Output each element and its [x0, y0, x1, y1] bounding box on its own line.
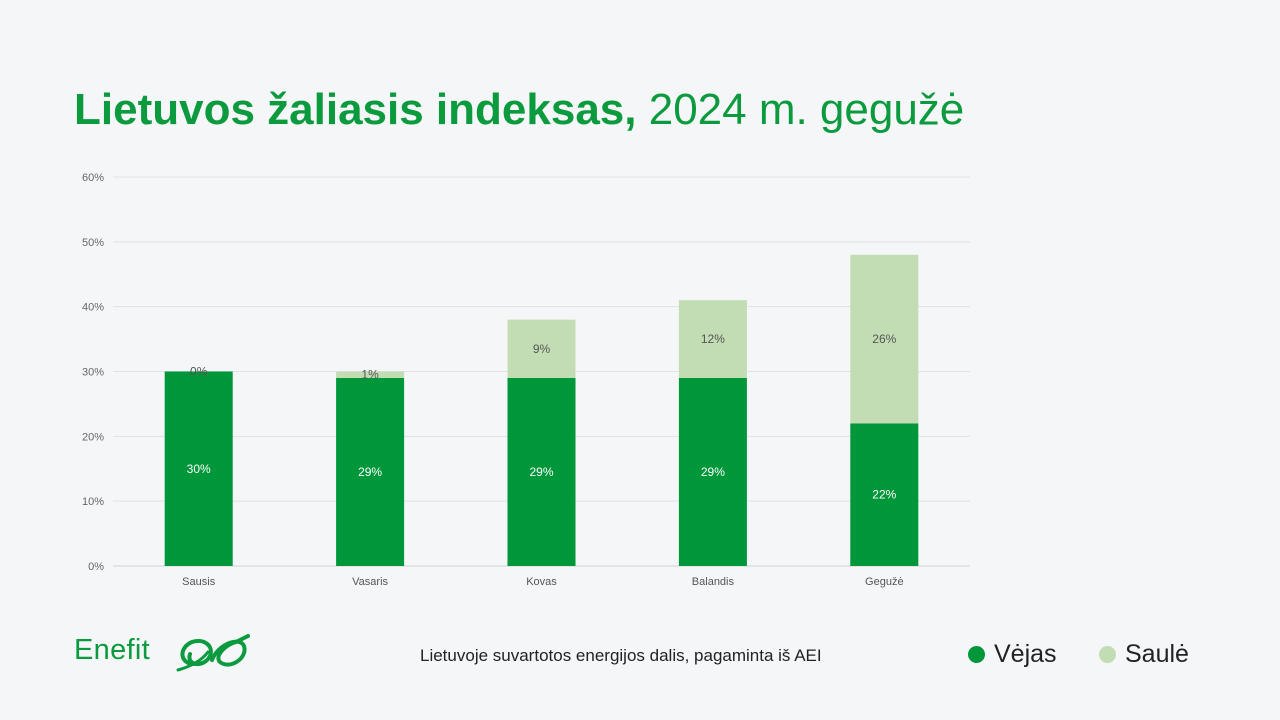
data-label: 29% — [529, 465, 553, 479]
data-label: 22% — [872, 488, 896, 502]
enefit-logo-mark-icon — [176, 634, 250, 672]
y-tick-label: 10% — [82, 496, 104, 508]
legend-swatch-saule — [1099, 645, 1116, 663]
bar-vejas — [507, 377, 576, 566]
x-tick-label: Gegužė — [865, 576, 904, 588]
data-label: 1% — [361, 368, 379, 382]
x-tick-label: Vasaris — [352, 576, 388, 588]
bar-saule — [507, 319, 576, 378]
y-tick-label: 50% — [82, 237, 104, 249]
data-label: 12% — [701, 332, 725, 346]
bar-vejas — [164, 371, 233, 566]
legend-swatch-vejas — [968, 645, 985, 663]
x-tick-label: Balandis — [692, 576, 735, 588]
y-tick-label: 60% — [82, 172, 104, 184]
legend-label-vejas: Vėjas — [994, 639, 1057, 668]
x-tick-label: Kovas — [526, 576, 557, 588]
data-label: 0% — [190, 365, 208, 379]
bar-vejas — [336, 377, 405, 566]
data-label: 30% — [187, 462, 211, 476]
logo-text: Enefit — [74, 634, 150, 666]
legend-item-vejas: Vėjas — [968, 638, 1057, 670]
data-label: 9% — [533, 342, 551, 356]
bar-saule — [336, 371, 405, 378]
bar-saule — [850, 254, 919, 424]
data-label: 26% — [872, 332, 896, 346]
legend-item-saule: Saulė — [1099, 638, 1189, 670]
legend-label-saule: Saulė — [1125, 639, 1189, 668]
y-tick-label: 40% — [82, 302, 104, 314]
chart-caption: Lietuvoje suvartotos energijos dalis, pa… — [420, 646, 822, 665]
bar-vejas — [678, 377, 747, 566]
y-tick-label: 30% — [82, 367, 104, 379]
x-tick-label: Sausis — [182, 576, 216, 588]
data-label: 29% — [358, 465, 382, 479]
y-tick-label: 0% — [88, 561, 104, 573]
bar-saule — [678, 300, 747, 378]
stacked-bar-chart: 0% 10% 20% 30% 40% 50% 60% 30% 0% Sausis 29% 1% Vasa… — [82, 172, 970, 588]
bar-vejas — [850, 423, 919, 566]
chart-title-bold: Lietuvos žaliasis indeksas, — [74, 85, 637, 134]
chart-title-date: 2024 m. gegužė — [648, 85, 965, 134]
chart-title: Lietuvos žaliasis indeksas, 2024 m. gegu… — [74, 84, 964, 136]
data-label: 29% — [701, 465, 725, 479]
y-tick-label: 20% — [82, 431, 104, 443]
